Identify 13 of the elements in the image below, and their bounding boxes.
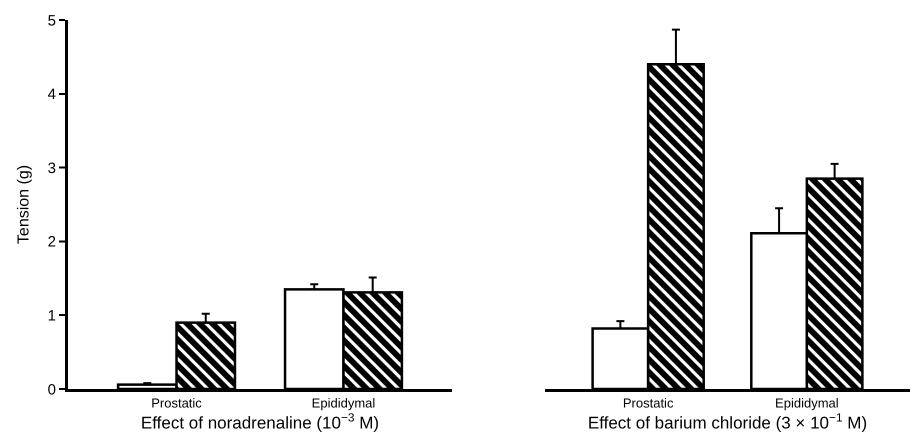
y-tick-label: 4 xyxy=(48,86,56,104)
y-tick-label: 2 xyxy=(48,234,56,251)
y-tick-label: 3 xyxy=(48,160,56,177)
x-tick-label: Prostatic xyxy=(151,396,202,411)
x-tick-label: Prostatic xyxy=(622,396,674,411)
x-tick-label: Epididymal xyxy=(775,396,839,411)
x-axis-title: Effect of barium chloride (3 × 10$^{−1}$ M) xyxy=(588,410,868,433)
y-axis-title: Tension (g) xyxy=(16,164,33,244)
y-tick-label: 5 xyxy=(48,12,56,30)
x-axis-title: Effect of noradrenaline (10$^{−3}$ M) xyxy=(140,410,380,433)
y-tick-label: 0 xyxy=(48,381,56,398)
x-tick-label: Epididymal xyxy=(312,396,376,411)
y-tick-label: 1 xyxy=(48,307,56,324)
